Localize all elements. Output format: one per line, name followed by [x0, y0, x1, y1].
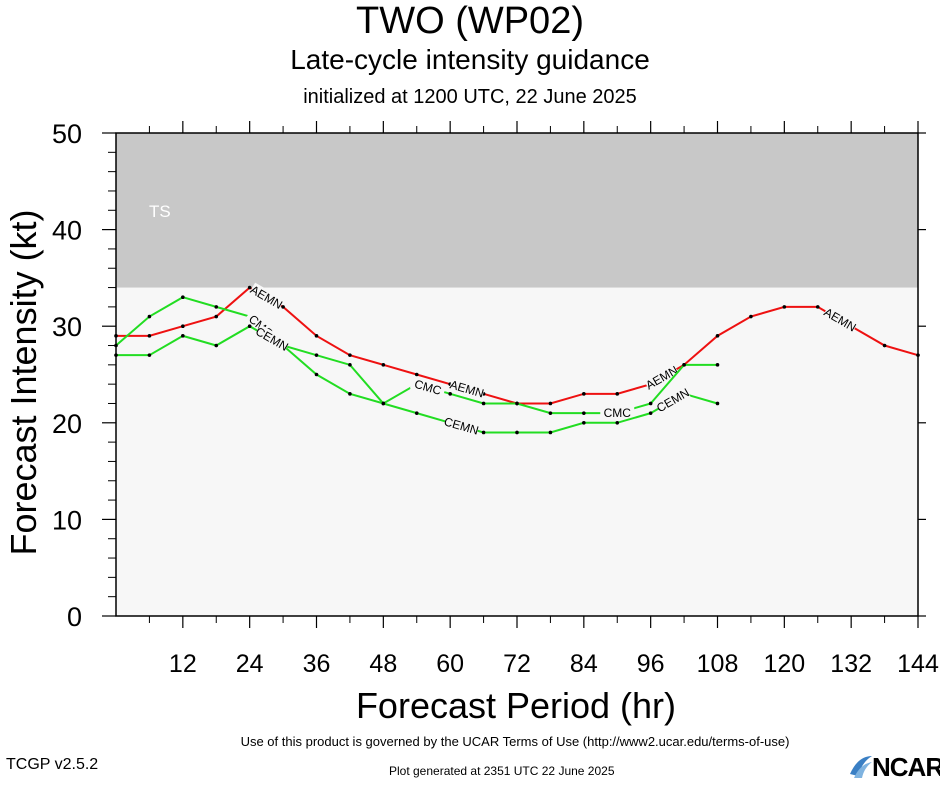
data-point [548, 411, 553, 415]
data-point [515, 430, 519, 435]
x-tick-label: 84 [570, 650, 598, 678]
data-point [381, 363, 386, 367]
data-point [314, 334, 319, 338]
y-tick-label: 30 [52, 312, 82, 342]
data-point [548, 430, 553, 435]
data-point [582, 411, 586, 415]
data-point [481, 401, 486, 406]
terms-of-use: Use of this product is governed by the U… [240, 734, 790, 749]
data-point [815, 305, 820, 309]
data-point [348, 392, 352, 396]
y-axis-label: Forecast Intensity (kt) [3, 209, 44, 555]
data-point [648, 401, 653, 406]
x-tick-label: 108 [697, 650, 739, 678]
x-tick-label: 36 [303, 650, 331, 678]
data-point [147, 314, 152, 319]
x-tick-label: 48 [369, 650, 397, 678]
data-point [247, 285, 252, 290]
x-tick-label: 72 [503, 650, 531, 678]
data-point [882, 343, 887, 348]
axes: 0 10 20 30 40 50 12 24 36 48 60 72 84 96 108 120 132 144 F… [3, 119, 939, 726]
data-point [381, 401, 386, 406]
data-point [348, 363, 352, 367]
x-tick-label: 96 [637, 650, 665, 678]
chart-title: TWO (WP02) [356, 0, 584, 42]
data-point [515, 401, 519, 406]
version-label: TCGP v2.5.2 [6, 756, 99, 773]
data-point [147, 334, 152, 338]
x-tick-label: 144 [897, 650, 939, 678]
intensity-chart: TS AEMNAEMNAEMNAEMNCMCCMCCMCCEMNCEMNCEMN… [3, 119, 939, 726]
data-point [582, 392, 586, 396]
data-point [181, 324, 185, 329]
x-tick-label: 12 [169, 650, 197, 678]
data-point [214, 314, 219, 319]
y-tick-label: 40 [52, 216, 82, 246]
data-point [715, 334, 720, 338]
initialized-time: initialized at 1200 UTC, 22 June 2025 [303, 86, 637, 108]
data-point [414, 411, 419, 415]
data-point [214, 343, 219, 348]
x-axis-label: Forecast Period (hr) [356, 685, 676, 726]
series-label: CMC [600, 406, 635, 420]
data-point [314, 353, 319, 357]
data-point [414, 372, 419, 377]
data-point [481, 430, 486, 435]
data-point [448, 392, 452, 396]
data-point [348, 353, 352, 357]
data-point [214, 305, 219, 309]
y-tick-label: 10 [52, 505, 82, 535]
data-point [648, 411, 653, 415]
plot-area: TS [116, 133, 918, 616]
data-point [181, 295, 185, 300]
x-tick-label: 60 [436, 650, 464, 678]
band-label: TS [149, 202, 171, 221]
ts-band [116, 133, 918, 288]
data-point [281, 305, 285, 309]
generated-time: Plot generated at 2351 UTC 22 June 2025 [389, 764, 615, 778]
data-point [715, 401, 720, 406]
y-tick-label: 0 [67, 602, 82, 632]
y-tick-label: 20 [52, 409, 82, 439]
data-point [682, 363, 686, 367]
data-point [314, 372, 319, 377]
ncar-logo-icon [850, 756, 872, 778]
y-tick-label: 50 [52, 119, 82, 149]
x-tick-label: 132 [830, 650, 872, 678]
data-point [749, 314, 753, 319]
x-tick-label: 120 [763, 650, 805, 678]
chart-subtitle: Late-cycle intensity guidance [290, 44, 650, 75]
data-point [247, 324, 252, 329]
data-point [782, 305, 787, 309]
data-point [615, 421, 620, 425]
data-point [147, 353, 152, 357]
data-point [548, 401, 553, 406]
series-group: AEMNAEMNAEMNAEMNCMCCMCCMCCEMNCEMNCEMN [114, 282, 920, 438]
data-point [181, 334, 185, 338]
series-label-text: CMC [604, 406, 632, 420]
ncar-logo: NCAR [848, 752, 940, 782]
data-point [582, 421, 586, 425]
ncar-logo-text: NCAR [872, 752, 940, 782]
data-point [615, 392, 620, 396]
x-tick-label: 24 [236, 650, 264, 678]
data-point [715, 363, 720, 367]
